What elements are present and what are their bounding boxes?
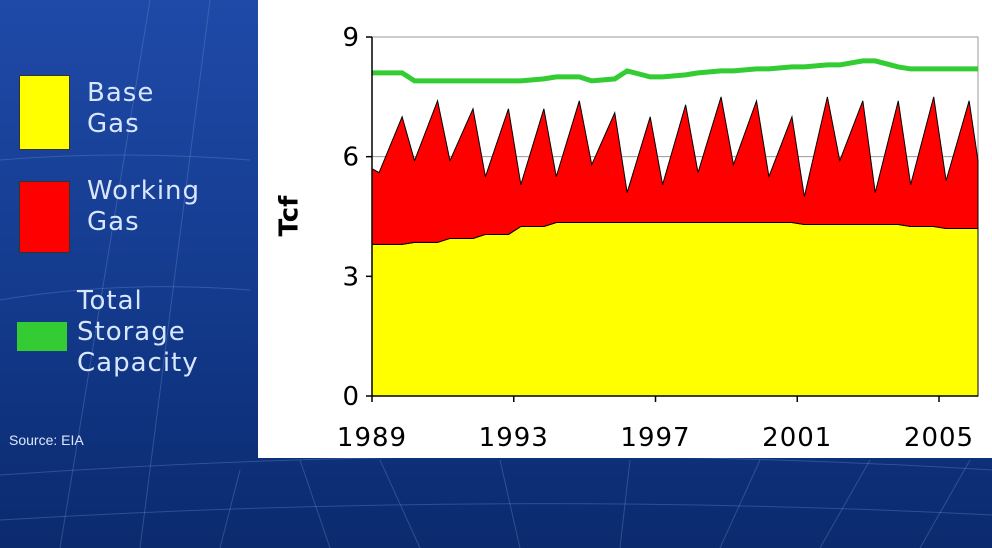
area	[371, 96, 979, 245]
legend-label: Working Gas	[87, 176, 201, 237]
y-tick-label: 9	[342, 23, 360, 53]
area	[371, 221, 979, 397]
x-tick-label: 2005	[904, 423, 974, 453]
legend-swatch	[19, 181, 70, 253]
legend-label: Total Storage Capacity	[77, 286, 199, 378]
legend-swatch	[19, 75, 70, 150]
source-note: Source: EIA	[9, 432, 84, 448]
x-tick-label: 1993	[479, 423, 549, 453]
line	[372, 58, 978, 84]
y-tick-label: 3	[342, 262, 360, 292]
x-tick-label: 1989	[337, 423, 407, 453]
legend-swatch	[17, 322, 67, 351]
y-tick-label: 0	[342, 382, 360, 412]
legend-label: Base Gas	[87, 78, 155, 139]
y-axis-label: Tcf	[275, 195, 305, 237]
x-tick-label: 2001	[762, 423, 832, 453]
y-tick-label: 6	[342, 143, 360, 173]
plot-area	[371, 36, 979, 397]
x-tick-label: 1997	[620, 423, 690, 453]
